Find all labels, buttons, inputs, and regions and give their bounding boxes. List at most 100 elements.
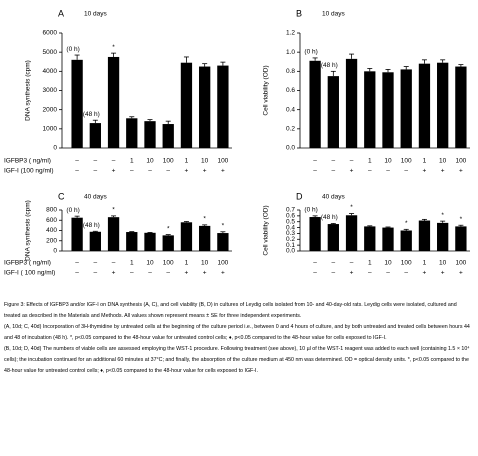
caption-paragraph: Figure 3: Effects of IGFBP3 and/or IGF-I… [4,302,457,319]
treatment-value: + [221,270,225,277]
bar [400,230,412,251]
bar [89,231,101,251]
bar-note: (48 h) [321,62,338,69]
treatment-value: + [185,168,189,175]
treatment-value: 1 [185,158,189,165]
bar [455,66,467,148]
panel-letter: B [296,8,302,18]
bar-note: (48 h) [83,222,100,229]
treatment-value: 10 [201,158,209,165]
y-tick-label: 800 [46,207,57,214]
bar-note: (48 h) [83,111,100,118]
bar [382,227,394,251]
treatment-value: 1 [368,260,372,267]
bar [455,226,467,251]
treatment-value: – [368,270,372,277]
bar-note: * [441,212,444,219]
bar [126,232,138,251]
treatment-value: 100 [455,158,466,165]
treatment-value: 10 [146,260,154,267]
treatment-value: 100 [163,158,174,165]
treatment-value: – [350,260,354,267]
y-tick-label: 0.0 [286,145,295,152]
treatment-value: 100 [455,260,466,267]
bar [327,224,339,251]
treatment-label: IGFBP3 ( ng/ml) [4,260,51,267]
treatment-value: – [148,270,152,277]
treatment-value: – [332,158,336,165]
y-tick-label: 600 [46,217,57,224]
y-tick-label: 0.4 [286,224,295,231]
treatment-value: 1 [368,158,372,165]
bar [400,69,412,148]
treatment-value: – [112,158,116,165]
y-tick-label: 400 [46,227,57,234]
treatment-value: + [441,168,445,175]
treatment-value: 10 [146,158,154,165]
treatment-label: IGFBP3 ( ng/ml) [4,158,51,165]
y-tick-label: 0.1 [286,242,295,249]
bar-note: * [460,216,463,223]
y-tick-label: 200 [46,237,57,244]
bar-note: (0 h) [304,207,317,214]
treatment-value: 1 [130,158,134,165]
bar [199,225,211,251]
treatment-value: – [386,270,390,277]
treatment-value: 100 [163,260,174,267]
y-tick-label: 1.2 [286,30,295,37]
treatment-value: 10 [201,260,209,267]
treatment-value: + [423,168,427,175]
bar [144,121,156,148]
y-tick-label: 0.7 [286,207,295,214]
bar [107,56,120,149]
treatment-value: – [130,270,134,277]
bar [180,222,193,251]
bar [144,232,156,251]
y-axis-label: DNA synthesis (cpm) [25,200,32,261]
treatment-value: – [94,260,98,267]
treatment-value: – [332,260,336,267]
treatment-value: + [185,270,189,277]
treatment-value: + [441,270,445,277]
treatment-value: + [112,270,116,277]
treatment-value: – [94,158,98,165]
bar-note: (0 h) [66,46,79,53]
bar [199,66,211,148]
y-tick-label: 0 [53,145,57,152]
treatment-value: 100 [217,158,228,165]
treatment-value: – [75,270,79,277]
y-tick-label: 0.0 [286,248,295,255]
treatment-value: – [148,168,152,175]
y-tick-label: 6000 [43,30,58,37]
bar [345,58,358,148]
treatment-value: 100 [401,158,412,165]
y-tick-label: 2000 [43,106,58,113]
bar [345,215,358,251]
panel-letter: C [58,191,65,201]
treatment-value: – [75,158,79,165]
panel-subtitle: 40 days [84,194,108,201]
panel-subtitle: 10 days [84,11,108,18]
treatment-label: IGF-I (100 ng/ml) [4,168,53,175]
treatment-value: + [350,168,354,175]
treatment-value: + [203,270,207,277]
treatment-value: 1 [423,158,427,165]
treatment-value: + [221,168,225,175]
treatment-value: + [423,270,427,277]
y-tick-label: 0.2 [286,126,295,133]
treatment-value: 1 [130,260,134,267]
caption-paragraph: (B, 10d; D, 40d) The numbers of viable c… [4,346,470,374]
treatment-value: – [313,158,317,165]
bar-note: * [203,216,206,223]
bar [437,62,449,149]
bar-note: * [350,204,353,211]
y-tick-label: 5000 [43,49,58,56]
y-axis-label: Cell viability (OD) [263,205,270,255]
treatment-value: 10 [439,260,447,267]
bar [364,226,376,251]
treatment-value: – [332,270,336,277]
treatment-value: – [94,168,98,175]
bar [364,71,376,148]
bar [89,123,101,148]
